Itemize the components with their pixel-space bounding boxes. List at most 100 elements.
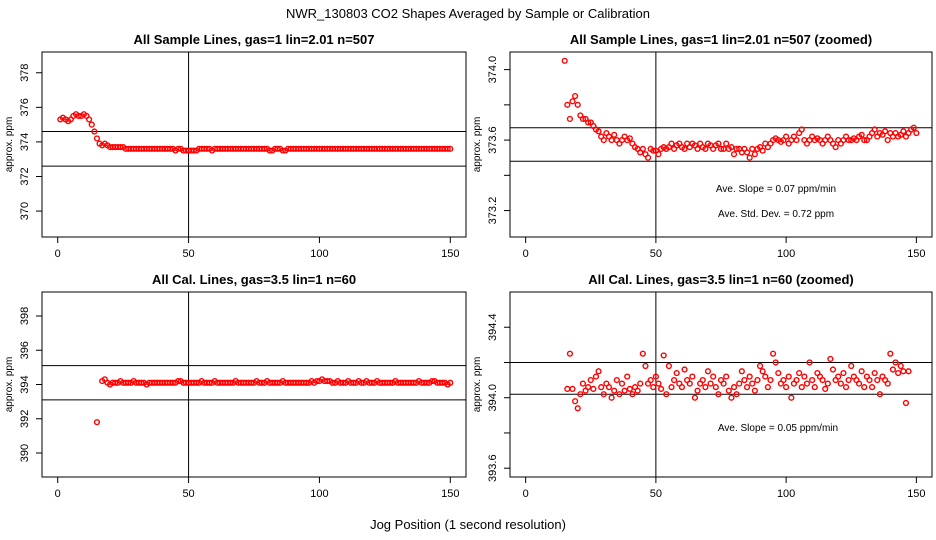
data-point [608, 394, 615, 401]
data-point [811, 384, 818, 391]
data-point [707, 380, 714, 387]
data-point [780, 376, 787, 384]
panel-annotation: Ave. Slope = 0.05 ppm/min [718, 423, 838, 434]
data-point [793, 136, 800, 144]
panel-2: All Sample Lines, gas=1 lin=2.01 n=507 (… [472, 32, 933, 260]
data-point [169, 379, 176, 386]
y-tick-label: 374.0 [487, 56, 499, 84]
data-point [689, 373, 696, 380]
data-point [746, 373, 753, 380]
data-point [590, 385, 597, 393]
data-point [587, 376, 594, 384]
x-tick-label: 150 [907, 248, 925, 260]
data-point [647, 376, 654, 384]
y-axis-label: approx. ppm [4, 117, 15, 173]
data-point [751, 387, 758, 394]
data-point [274, 379, 281, 386]
y-tick-label: 370 [19, 202, 31, 220]
data-point [613, 376, 620, 384]
data-point [858, 131, 865, 138]
data-point [274, 145, 281, 152]
panel-3: All Cal. Lines, gas=3.5 lin=1 n=60 0 50 100… [4, 272, 467, 500]
data-point [769, 350, 777, 357]
plot-frame [509, 51, 933, 238]
data-point [717, 145, 725, 153]
data-point [733, 145, 740, 153]
y-tick-label: 398 [19, 307, 31, 325]
data-point [730, 151, 738, 158]
data-point [258, 379, 265, 386]
data-point [634, 387, 641, 394]
data-point [715, 391, 722, 398]
x-tick-label: 150 [441, 488, 459, 500]
y-axis-label: approx. ppm [472, 117, 483, 173]
chart-panels: All Sample Lines, gas=1 lin=2.01 n=507 0 5… [4, 32, 933, 500]
data-point [876, 391, 884, 398]
y-tick-label: 374 [19, 133, 31, 151]
data-point [174, 377, 182, 385]
y-tick-label: 378 [19, 64, 31, 82]
data-point [704, 368, 712, 375]
data-point [910, 124, 917, 131]
data-point [439, 379, 446, 386]
data-point [644, 154, 652, 161]
data-point [874, 376, 881, 384]
data-point [91, 128, 98, 135]
data-point [840, 369, 847, 377]
data-point [837, 380, 844, 387]
x-tick-label: 100 [777, 248, 795, 260]
data-point [642, 362, 649, 370]
data-point [125, 379, 132, 386]
data-point [809, 376, 816, 384]
data-point [798, 384, 805, 391]
data-point [749, 380, 756, 387]
y-tick-label: 373.2 [487, 197, 499, 225]
data-point [600, 391, 607, 398]
data-point [822, 385, 829, 393]
data-point [824, 380, 831, 387]
data-point [712, 384, 719, 391]
data-point [655, 380, 662, 387]
data-point [759, 368, 766, 375]
x-tick-label: 150 [907, 488, 925, 500]
data-point [93, 419, 101, 426]
data-point [650, 147, 657, 154]
data-point [193, 379, 200, 386]
data-point [741, 376, 748, 384]
data-point [842, 384, 850, 391]
data-point [663, 391, 670, 398]
data-point [754, 376, 761, 384]
data-point [227, 379, 234, 386]
data-point [749, 145, 756, 153]
data-point [801, 373, 808, 380]
y-axis-label: approx. ppm [472, 357, 483, 413]
x-tick-label: 0 [523, 488, 529, 500]
data-point [746, 154, 753, 161]
y-tick-label: 373.6 [487, 126, 499, 154]
data-point [112, 379, 119, 386]
data-point [710, 373, 717, 380]
data-point [611, 131, 618, 138]
data-point [639, 145, 646, 153]
data-point [681, 145, 688, 153]
data-point [368, 379, 375, 386]
data-point [889, 366, 897, 373]
data-point [629, 391, 636, 398]
data-point [736, 380, 743, 387]
data-point [733, 391, 740, 398]
data-point [650, 384, 657, 391]
data-point [720, 380, 727, 387]
data-point [671, 376, 678, 384]
data-point [678, 384, 686, 391]
data-point [884, 380, 891, 387]
data-point [691, 394, 699, 401]
data-point [783, 384, 790, 391]
data-point [624, 373, 631, 380]
y-tick-label: 394 [19, 375, 31, 393]
data-point [572, 398, 579, 405]
data-point [444, 145, 451, 152]
data-point [279, 147, 286, 154]
data-point [668, 384, 675, 391]
data-point [681, 366, 688, 373]
